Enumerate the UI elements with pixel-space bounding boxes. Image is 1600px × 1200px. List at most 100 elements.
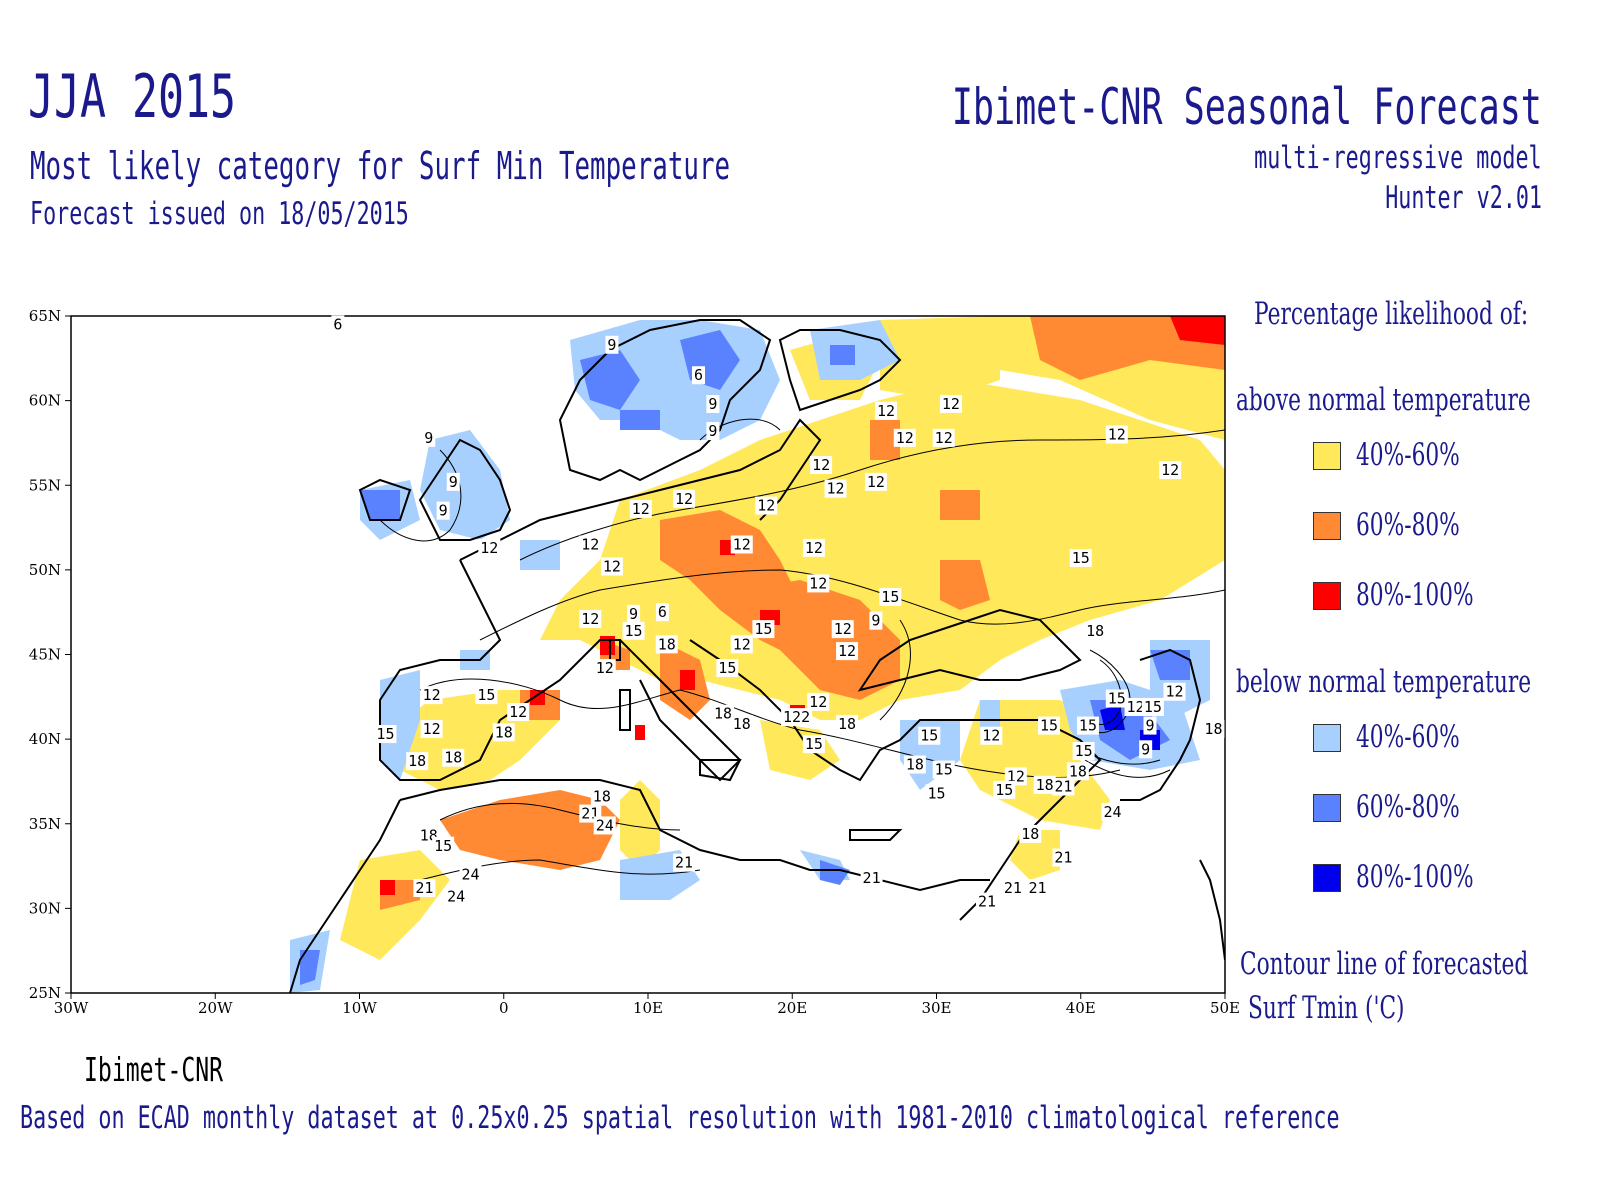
contour-label-box	[831, 620, 854, 639]
contour-label: 18	[593, 788, 611, 806]
lat-tick-label: 60N	[29, 392, 61, 410]
legend-above-swatch-1	[1313, 442, 1341, 470]
contour-label-box	[810, 455, 833, 474]
contour-label-box	[836, 714, 859, 733]
contour-label: 15	[1108, 690, 1126, 708]
contour-label-box	[691, 366, 705, 385]
contour-label: 21	[415, 879, 433, 897]
contour-label: 18	[658, 635, 676, 653]
contour-label: 18	[444, 749, 462, 767]
contour-label-box	[422, 428, 436, 447]
contour-label-box	[925, 784, 948, 803]
contour-label: 15	[1072, 549, 1090, 567]
contour-label-box	[802, 735, 825, 754]
contour-label: 18	[733, 715, 751, 733]
contour-label-box	[1026, 879, 1049, 898]
issue-date: Forecast issued on 18/05/2015	[30, 196, 409, 232]
contour-label-box	[420, 686, 443, 705]
contour-label: 12	[423, 720, 441, 738]
lon-tick-label: 0	[499, 999, 509, 1017]
contour-label-box	[730, 535, 753, 554]
contour-label-box	[1038, 716, 1061, 735]
contour-label-box	[1019, 824, 1042, 843]
contour-label: 12	[596, 659, 614, 677]
legend-below-heading: below normal temperature	[1236, 664, 1532, 700]
footer-dataset-note: Based on ECAD monthly dataset at 0.25x0.…	[20, 1100, 1340, 1136]
contour-label: 18	[495, 723, 513, 741]
contour-label-box	[1076, 716, 1099, 735]
contour-label-box	[807, 574, 830, 593]
legend-above-label-2: 60%-80%	[1356, 507, 1460, 543]
contour-label: 9	[439, 502, 448, 520]
contour-label: 12	[826, 480, 844, 498]
legend-below-label-2: 60%-80%	[1356, 789, 1460, 825]
legend-above-heading: above normal temperature	[1236, 382, 1531, 418]
contour-label-box	[802, 538, 825, 557]
contour-label-box	[579, 609, 602, 628]
contour-label-box	[706, 395, 720, 414]
contour-label-box	[1069, 549, 1092, 568]
contour-label-box	[879, 587, 902, 606]
contour-label: 15	[881, 588, 899, 606]
contour-label: 24	[447, 888, 465, 906]
contour-label: 12	[1161, 461, 1179, 479]
legend-below-swatch-3	[1313, 864, 1341, 892]
contour-label: 24	[1103, 803, 1121, 821]
contour-label: 24	[596, 816, 614, 834]
contour-label: 18	[838, 715, 856, 733]
contour-label-box	[600, 557, 623, 576]
lat-tick-label: 35N	[29, 815, 61, 833]
contour-label-box	[939, 395, 962, 414]
forecast-title: Ibimet-CNR Seasonal Forecast	[951, 78, 1542, 136]
contour-label: 12	[877, 402, 895, 420]
contour-label: 18	[1069, 762, 1087, 780]
legend-above-swatch-3	[1313, 582, 1341, 610]
contour-label: 21	[1004, 879, 1022, 897]
contour-label: 18	[1086, 622, 1104, 640]
contour-label: 6	[694, 366, 703, 384]
contour-label-box	[1124, 697, 1147, 716]
contour-label: 12	[896, 429, 914, 447]
contour-label: 24	[462, 866, 480, 884]
longitude-axis: 30W 20W 10W 0 10E 20E 30E 40E 50E	[54, 993, 1240, 1017]
lat-tick-label: 65N	[29, 307, 61, 325]
contour-label-box	[1072, 741, 1095, 760]
contour-label-box	[406, 752, 429, 771]
contour-label-box	[442, 748, 465, 767]
contour-label-box	[507, 703, 530, 722]
contour-label: 15	[995, 781, 1013, 799]
contour-label-box	[1105, 689, 1128, 708]
contour-label-box	[755, 496, 778, 515]
contour-label: 21	[978, 893, 996, 911]
contour-label: 18	[906, 756, 924, 774]
contour-label: 9	[708, 395, 717, 413]
contour-label: 9	[424, 429, 433, 447]
contour-label: 12	[581, 610, 599, 628]
contour-label: 15	[434, 837, 452, 855]
contour-label-box	[1143, 716, 1157, 735]
contour-label-box	[655, 635, 678, 654]
legend-above-label-3: 80%-100%	[1356, 577, 1474, 613]
lon-tick-label: 30W	[54, 999, 89, 1017]
map-subtitle: Most likely category for Surf Min Temper…	[30, 144, 731, 188]
contour-label-box	[730, 635, 753, 654]
contour-label: 12	[834, 620, 852, 638]
contour-label: 15	[754, 620, 772, 638]
lat-tick-label: 25N	[29, 984, 61, 1002]
contour-label-box	[445, 887, 468, 906]
legend-below-swatch-2	[1313, 794, 1341, 822]
contour-label: 9	[1145, 717, 1154, 735]
latitude-axis: 65N 60N 55N 50N 45N 40N 35N 30N 25N	[29, 307, 71, 1002]
model-version: Hunter v2.01	[1385, 180, 1542, 216]
contour-label-box	[1033, 775, 1056, 794]
contour-label-box	[706, 422, 720, 441]
contour-label-box	[629, 499, 652, 518]
contour-label: 15	[1144, 698, 1162, 716]
contour-label: 15	[805, 735, 823, 753]
contour-label-box	[918, 726, 941, 745]
legend-above-label-1: 40%-60%	[1356, 437, 1460, 473]
contour-label-box	[590, 787, 613, 806]
lon-tick-label: 40E	[1066, 999, 1096, 1017]
